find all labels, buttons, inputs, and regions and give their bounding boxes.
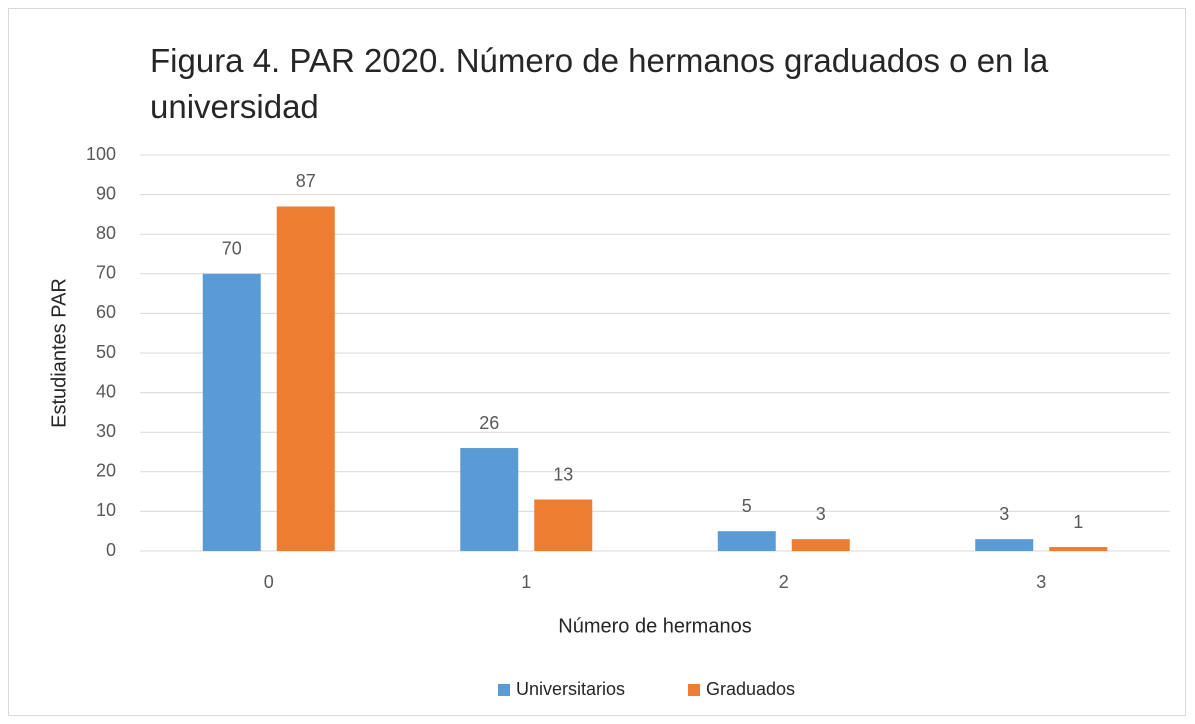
data-label: 1	[1073, 512, 1083, 532]
x-tick-label: 1	[521, 572, 531, 592]
legend-label: Universitarios	[516, 679, 625, 699]
x-tick-label: 2	[779, 572, 789, 592]
y-tick-label: 80	[96, 223, 116, 243]
chart-title: Figura 4. PAR 2020. Número de hermanos g…	[150, 42, 1049, 125]
x-tick-label: 0	[264, 572, 274, 592]
y-axis-title: Estudiantes PAR	[48, 278, 70, 428]
data-label: 70	[222, 239, 242, 259]
data-label: 13	[553, 464, 573, 484]
chart-frame	[8, 8, 1186, 716]
data-label: 87	[296, 171, 316, 191]
y-tick-label: 90	[96, 183, 116, 203]
bar	[202, 273, 261, 551]
data-label: 5	[742, 496, 752, 516]
bar	[717, 531, 776, 551]
y-tick-label: 50	[96, 342, 116, 362]
bar	[791, 539, 850, 551]
bar	[460, 448, 519, 551]
x-tick-label: 3	[1036, 572, 1046, 592]
legend-swatch	[498, 684, 510, 696]
data-label: 3	[999, 504, 1009, 524]
bar	[534, 499, 593, 551]
y-tick-label: 20	[96, 461, 116, 481]
x-axis-title: Número de hermanos	[558, 615, 751, 637]
y-tick-label: 100	[86, 144, 116, 164]
y-tick-label: 10	[96, 500, 116, 520]
y-tick-label: 30	[96, 421, 116, 441]
data-label: 26	[479, 413, 499, 433]
y-tick-label: 40	[96, 381, 116, 401]
legend-swatch	[688, 684, 700, 696]
y-tick-label: 0	[106, 540, 116, 560]
y-tick-label: 60	[96, 302, 116, 322]
bar	[276, 206, 335, 552]
y-tick-label: 70	[96, 263, 116, 283]
bar	[1049, 547, 1108, 551]
legend-label: Graduados	[706, 679, 795, 699]
data-label: 3	[816, 504, 826, 524]
bar	[975, 539, 1034, 551]
